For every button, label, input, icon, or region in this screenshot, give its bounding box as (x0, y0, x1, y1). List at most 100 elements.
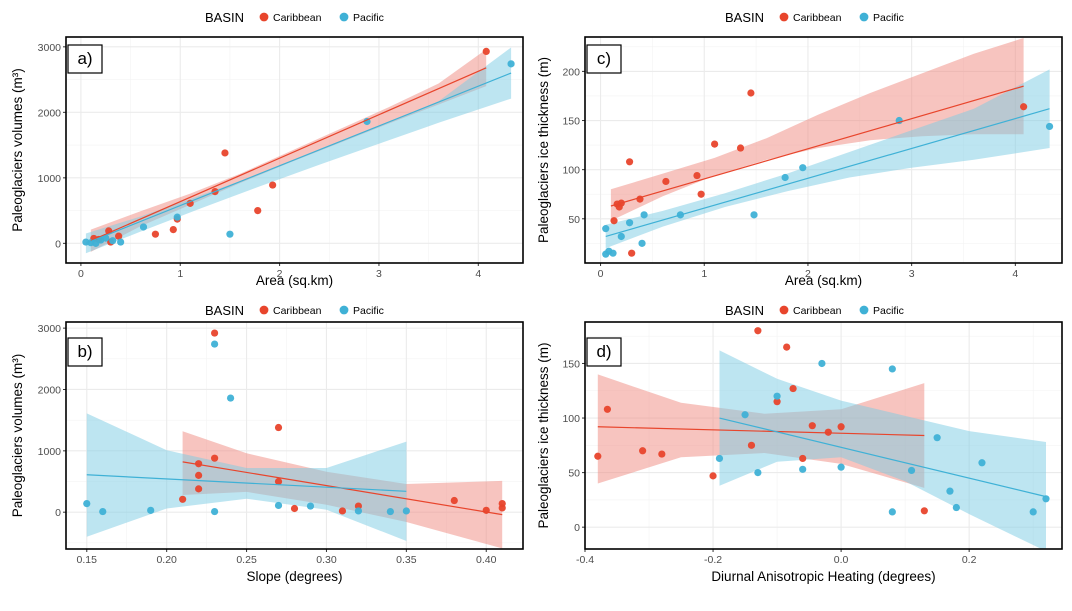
data-point-pacific (781, 173, 789, 182)
legend-marker-caribbean (779, 12, 789, 22)
x-tick-label: 0.15 (77, 554, 98, 566)
x-tick-label: 2 (805, 268, 811, 280)
data-point-caribbean (697, 190, 705, 198)
data-point-caribbean (754, 327, 762, 335)
plot-area (602, 38, 1054, 258)
legend: BASIN Caribbean Pacific (725, 303, 904, 318)
data-point-caribbean (195, 485, 203, 493)
chart-panel-a: 0 1 2 3 4 0 1000 2000 3000 a) Area (sq.km) Paleogla… (10, 10, 524, 288)
y-tick-label: 2000 (38, 384, 62, 396)
legend-entry-pacific: Pacific (873, 305, 904, 317)
data-point-pacific (750, 211, 758, 219)
data-point-pacific (754, 469, 762, 477)
data-point-caribbean (662, 177, 670, 186)
legend: BASIN Caribbean Pacific (725, 10, 904, 25)
y-axis-label: Paleoglaciers ice thickness (m) (536, 342, 551, 528)
y-tick-label: 2000 (38, 107, 62, 119)
data-point-caribbean (603, 405, 612, 413)
x-tick-label: 0.2 (962, 554, 977, 566)
legend-entry-caribbean: Caribbean (273, 12, 322, 24)
data-point-caribbean (115, 232, 123, 240)
legend-title: BASIN (725, 303, 764, 318)
data-point-pacific (226, 230, 234, 238)
y-tick-label: 1000 (38, 173, 62, 185)
confidence-band-pacific (86, 413, 407, 541)
x-axis-label: Area (sq.km) (785, 273, 862, 288)
x-tick-label: 0.35 (396, 554, 417, 566)
x-tick-label: 0.20 (156, 554, 177, 566)
data-point-pacific (211, 340, 219, 348)
legend-marker-caribbean (779, 305, 789, 315)
data-point-pacific (211, 507, 219, 516)
y-tick-label: 3000 (38, 323, 62, 335)
data-point-caribbean (789, 384, 797, 393)
legend-entry-caribbean: Caribbean (273, 305, 322, 317)
data-point-pacific (1029, 508, 1037, 516)
data-point-caribbean (824, 428, 832, 436)
data-point-caribbean (221, 149, 229, 157)
data-point-caribbean (1020, 103, 1028, 111)
data-point-caribbean (711, 140, 719, 148)
x-tick-label: -0.4 (576, 554, 594, 566)
data-point-caribbean (837, 423, 845, 431)
chart-panel-b: 0.15 0.20 0.25 0.30 0.35 0.40 0 1000 2000 3000 b) S… (10, 303, 524, 584)
y-tick-label: 0 (574, 522, 580, 534)
x-tick-label: 0.30 (316, 554, 337, 566)
chart-panel-d: -0.4 -0.2 0.0 0.2 0 50 100 150 d) Diurnal Anisotr… (536, 303, 1063, 584)
x-tick-label: 0.40 (476, 554, 497, 566)
legend-entry-pacific: Pacific (353, 12, 384, 24)
plot-area (83, 329, 506, 549)
data-point-pacific (741, 411, 749, 419)
data-point-pacific (640, 211, 648, 219)
fit-line-pacific (85, 72, 512, 244)
data-point-caribbean (274, 477, 283, 486)
data-point-pacific (907, 466, 916, 475)
fit-line-pacific (605, 108, 1050, 238)
data-point-caribbean (195, 460, 203, 468)
data-point-caribbean (254, 206, 262, 215)
data-point-caribbean (747, 441, 756, 449)
x-tick-label: -0.2 (704, 554, 722, 566)
data-point-pacific (888, 508, 896, 516)
data-point-caribbean (658, 450, 666, 458)
data-point-pacific (386, 507, 394, 516)
x-tick-label: 3 (909, 268, 915, 280)
data-point-caribbean (594, 452, 602, 460)
legend-entry-caribbean: Caribbean (793, 305, 842, 317)
legend: BASIN Caribbean Pacific (205, 303, 384, 318)
x-tick-label: 4 (475, 268, 481, 280)
legend-title: BASIN (205, 303, 244, 318)
y-tick-label: 100 (562, 165, 580, 177)
x-axis-label: Area (sq.km) (256, 273, 333, 288)
x-tick-label: 1 (701, 268, 707, 280)
data-point-pacific (306, 502, 315, 510)
data-point-pacific (1045, 122, 1054, 131)
data-point-caribbean (179, 495, 187, 503)
data-point-pacific (147, 506, 155, 514)
data-point-pacific (117, 238, 125, 246)
y-tick-label: 0 (55, 507, 61, 519)
x-axis-label: Diurnal Anisotropic Heating (degrees) (711, 569, 935, 584)
legend-title: BASIN (205, 10, 244, 25)
legend-marker-pacific (339, 12, 349, 22)
legend-marker-pacific (859, 305, 869, 315)
data-point-pacific (933, 434, 941, 442)
data-point-caribbean (799, 454, 807, 463)
panel-border (584, 321, 1063, 550)
panel-border (65, 321, 524, 550)
data-point-caribbean (186, 199, 194, 207)
legend-marker-pacific (859, 12, 869, 22)
data-point-pacific (274, 501, 283, 510)
plot-area (82, 47, 515, 254)
legend-entry-caribbean: Caribbean (793, 12, 842, 24)
y-tick-label: 100 (562, 413, 580, 425)
data-point-caribbean (274, 423, 283, 432)
panel-border (65, 36, 524, 264)
data-point-caribbean (211, 454, 219, 462)
data-point-caribbean (625, 158, 634, 166)
fit-line-caribbean (610, 85, 1024, 207)
confidence-band-pacific (719, 350, 1046, 549)
panel-label-box (67, 337, 103, 367)
data-point-pacific (602, 225, 610, 233)
